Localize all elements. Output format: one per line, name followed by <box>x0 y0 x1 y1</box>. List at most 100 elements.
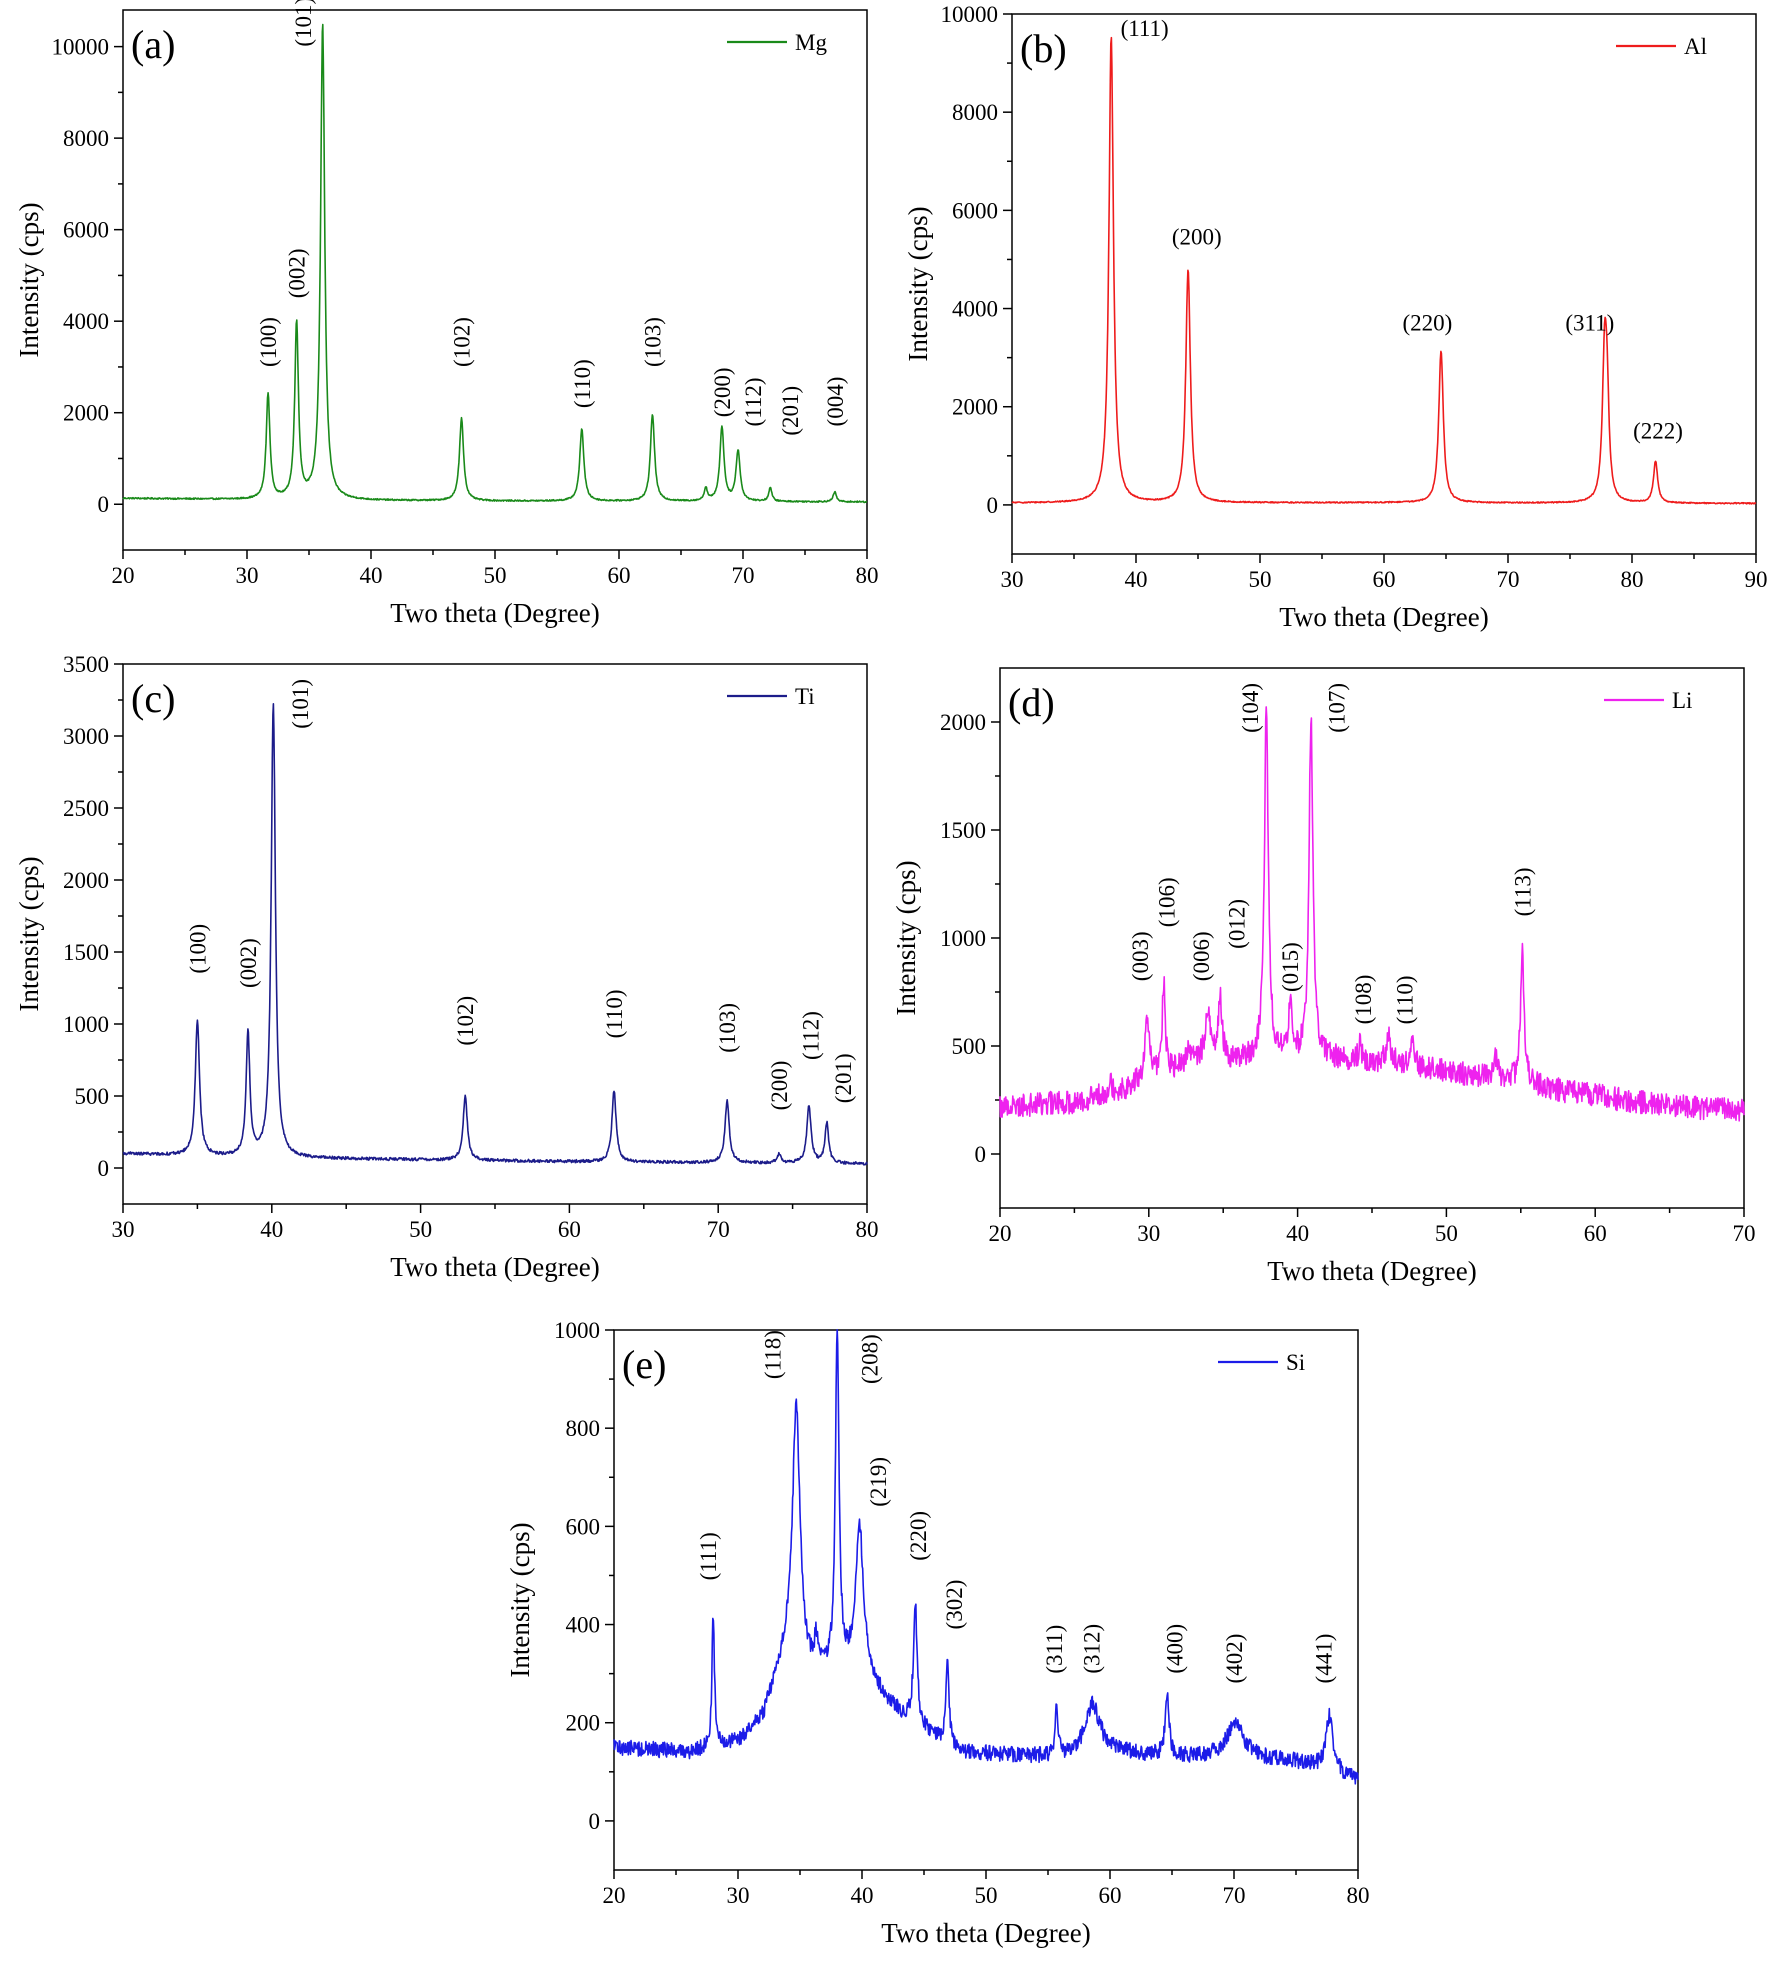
series-line-Mg <box>122 23 868 504</box>
x-tick-label: 80 <box>856 1217 879 1242</box>
peak-label: (201) <box>831 1053 856 1103</box>
x-tick-label: 50 <box>409 1217 432 1242</box>
x-tick-label: 70 <box>1223 1883 1246 1908</box>
peak-label: (208) <box>857 1334 882 1384</box>
y-tick-label: 1500 <box>940 818 986 843</box>
x-tick-label: 60 <box>1373 567 1396 592</box>
y-tick-label: 2000 <box>952 395 998 420</box>
panel-a: 20 30 40 50 60 70 80 0 2000 4000 6000 8000 10000 Two … <box>14 0 879 628</box>
y-tick-label: 10000 <box>941 2 999 27</box>
peak-label: (006) <box>1189 931 1214 981</box>
peak-label: (003) <box>1128 931 1153 981</box>
y-tick-label: 2000 <box>63 868 109 893</box>
peak-label: (219) <box>866 1457 891 1507</box>
y-tick-label: 8000 <box>952 100 998 125</box>
y-tick-label: 4000 <box>952 297 998 322</box>
peak-label: (312) <box>1079 1624 1104 1674</box>
x-tick-label: 60 <box>558 1217 581 1242</box>
y-tick-label: 6000 <box>952 198 998 223</box>
y-tick-label: 0 <box>98 1156 110 1181</box>
plot-frame <box>999 667 1745 1209</box>
y-tick-label: 600 <box>566 1514 601 1539</box>
legend-label: Ti <box>795 684 815 709</box>
peak-label: (220) <box>906 1511 931 1561</box>
x-tick-label: 50 <box>975 1883 998 1908</box>
peak-label: (220) <box>1402 311 1452 336</box>
peak-label: (311) <box>1565 311 1614 336</box>
peak-label: (101) <box>288 679 313 729</box>
peak-label: (102) <box>450 317 475 367</box>
peak-label: (004) <box>823 377 848 427</box>
peak-label: (112) <box>798 1011 823 1060</box>
x-tick-label: 90 <box>1745 567 1768 592</box>
y-tick-label: 1000 <box>63 1012 109 1037</box>
peak-label: (200) <box>1172 225 1222 250</box>
y-tick-label: 2000 <box>63 401 109 426</box>
series-line-Ti <box>122 703 868 1166</box>
panel-label: (a) <box>131 22 175 67</box>
panel-label: (b) <box>1020 26 1067 71</box>
x-tick-label: 30 <box>1137 1221 1160 1246</box>
peak-label: (311) <box>1042 1625 1067 1674</box>
y-tick-label: 1000 <box>554 1318 600 1343</box>
x-tick-label: 70 <box>1497 567 1520 592</box>
peak-label: (107) <box>1324 683 1349 733</box>
peak-label: (200) <box>767 1061 792 1111</box>
y-tick-label: 500 <box>75 1084 110 1109</box>
legend-label: Si <box>1286 1350 1305 1375</box>
peak-label: (103) <box>715 1003 740 1053</box>
series-line-Si <box>613 1329 1359 1785</box>
peak-label: (302) <box>942 1580 967 1630</box>
y-tick-label: 0 <box>589 1809 601 1834</box>
y-tick-label: 0 <box>98 492 110 517</box>
x-tick-label: 80 <box>1347 1883 1370 1908</box>
peak-label: (201) <box>778 386 803 436</box>
x-tick-label: 20 <box>112 563 135 588</box>
x-tick-label: 30 <box>727 1883 750 1908</box>
peak-label: (112) <box>741 377 766 426</box>
x-tick-label: 40 <box>360 563 383 588</box>
peak-label: (111) <box>1121 16 1169 41</box>
plot-frame <box>122 663 868 1205</box>
y-tick-label: 4000 <box>63 309 109 334</box>
x-tick-label: 60 <box>1099 1883 1122 1908</box>
x-tick-label: 80 <box>856 563 879 588</box>
peak-label: (100) <box>256 317 281 367</box>
x-tick-label: 50 <box>1435 1221 1458 1246</box>
peak-label: (002) <box>236 938 261 988</box>
peak-label: (400) <box>1162 1624 1187 1674</box>
panel-label: (c) <box>131 676 175 721</box>
y-tick-label: 2000 <box>940 710 986 735</box>
y-tick-label: 1500 <box>63 940 109 965</box>
y-tick-label: 10000 <box>52 35 110 60</box>
y-tick-label: 200 <box>566 1711 601 1736</box>
panel-label: (d) <box>1008 680 1055 725</box>
y-tick-label: 800 <box>566 1416 601 1441</box>
panel-label: (e) <box>622 1342 666 1387</box>
y-axis-title: Intensity (cps) <box>903 206 933 361</box>
peak-label: (110) <box>570 359 595 408</box>
peak-label: (110) <box>602 989 627 1038</box>
series-line-Al <box>1011 36 1757 505</box>
y-tick-label: 6000 <box>63 218 109 243</box>
y-tick-label: 3500 <box>63 652 109 677</box>
x-tick-label: 40 <box>851 1883 874 1908</box>
panel-c: 30 40 50 60 70 80 0 500 1000 1500 2000 2500 3000 3500… <box>14 652 879 1282</box>
x-axis-title: Two theta (Degree) <box>1279 602 1489 632</box>
legend-label: Al <box>1684 34 1707 59</box>
plot-frame <box>613 1329 1359 1871</box>
y-axis-title: Intensity (cps) <box>505 1522 535 1677</box>
x-axis-title: Two theta (Degree) <box>390 1252 600 1282</box>
x-axis-title: Two theta (Degree) <box>390 598 600 628</box>
y-tick-label: 500 <box>952 1034 987 1059</box>
peak-label: (102) <box>453 996 478 1046</box>
x-tick-label: 70 <box>1733 1221 1756 1246</box>
x-tick-label: 70 <box>732 563 755 588</box>
x-tick-label: 40 <box>1286 1221 1309 1246</box>
plot-frame <box>1011 13 1757 555</box>
peak-label: (015) <box>1278 942 1303 992</box>
panel-b: 30 40 50 60 70 80 90 0 2000 4000 6000 8000 10000 Two … <box>903 2 1768 632</box>
peak-label: (104) <box>1238 683 1263 733</box>
peak-label: (402) <box>1222 1634 1247 1684</box>
x-tick-label: 30 <box>236 563 259 588</box>
